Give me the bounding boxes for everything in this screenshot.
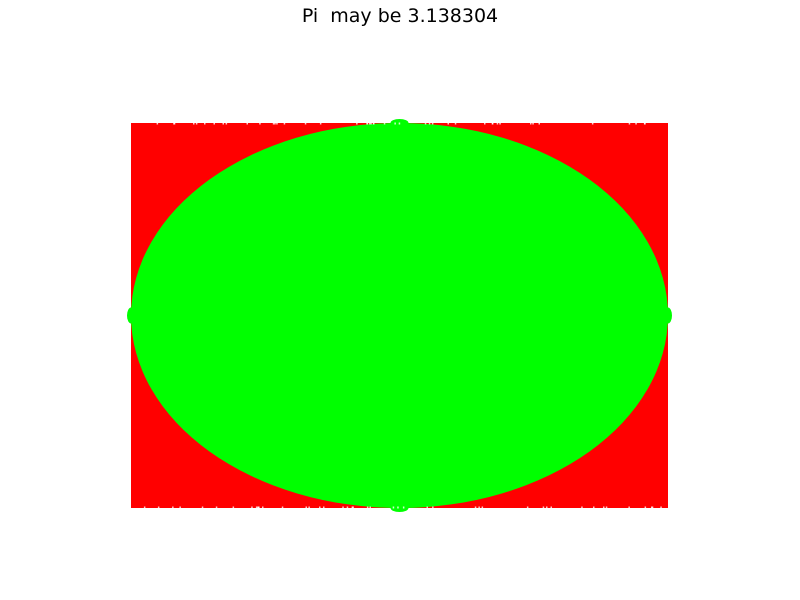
inside-edge-point-2 xyxy=(390,504,409,512)
chart-title: Pi may be 3.138304 xyxy=(301,5,499,27)
edge-speckle xyxy=(143,122,662,509)
inside-edge-point-3 xyxy=(664,307,672,324)
plot-area xyxy=(127,119,672,512)
inside-edge-point-4 xyxy=(127,307,135,324)
inside-circle-points xyxy=(131,123,668,508)
